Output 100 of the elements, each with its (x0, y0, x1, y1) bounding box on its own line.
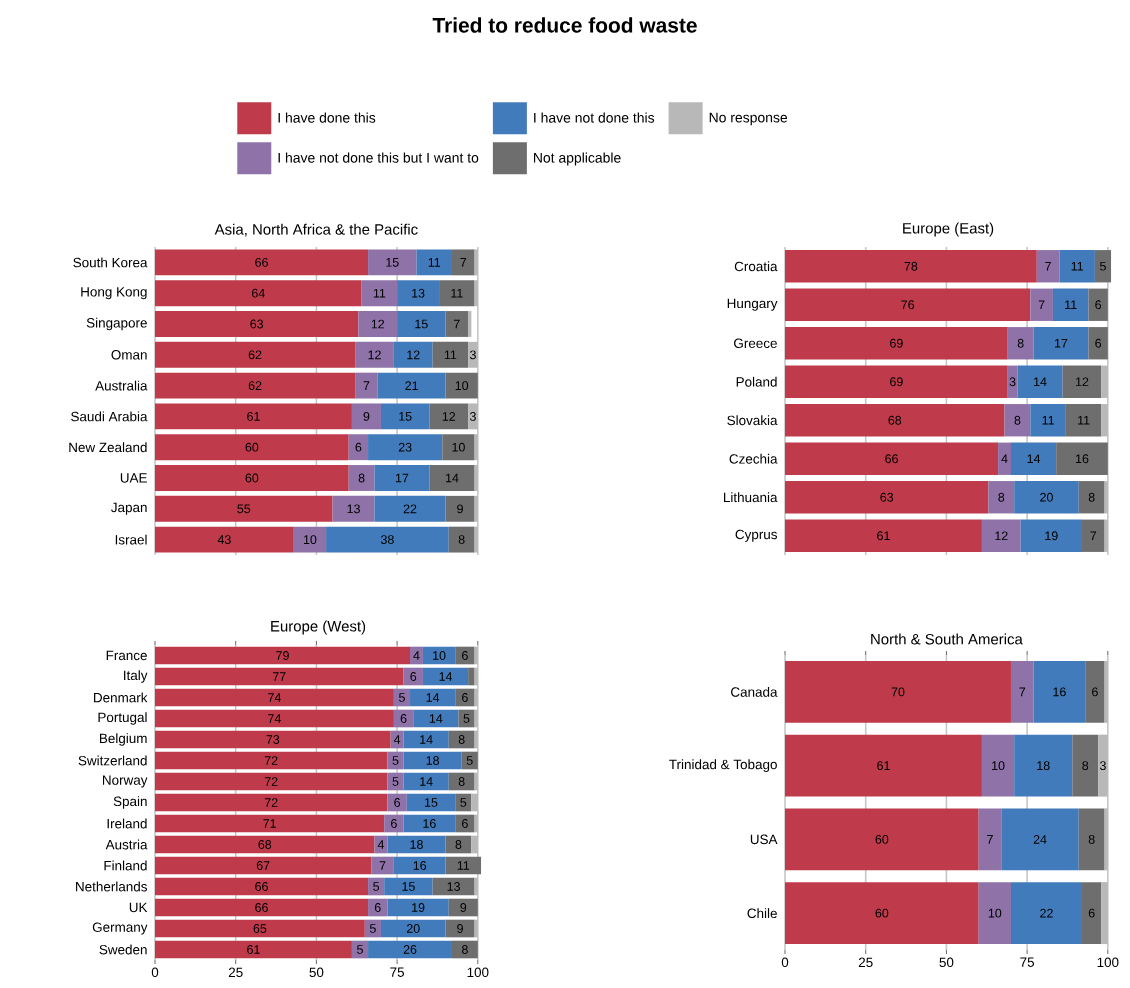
data-label: 12 (995, 531, 1008, 541)
bar (1088, 327, 1108, 360)
data-label: 72 (264, 756, 278, 765)
data-label: 6 (462, 651, 468, 660)
bar (1033, 660, 1086, 723)
bar (416, 249, 452, 276)
data-label: 14 (429, 714, 443, 723)
data-label: 11 (451, 288, 463, 298)
data-label: 6 (410, 672, 417, 681)
bar (474, 280, 478, 307)
bar (155, 919, 365, 938)
bar (155, 751, 388, 770)
bar (293, 526, 327, 553)
data-label: 7 (379, 861, 386, 870)
bar (355, 372, 378, 399)
y-tick-label: UAE (120, 473, 147, 483)
bar (1020, 519, 1082, 552)
data-label: 7 (1038, 300, 1045, 310)
y-tick-label: New Zealand (69, 442, 147, 453)
data-label: 17 (395, 473, 409, 483)
data-label: 24 (1033, 835, 1047, 844)
bar (785, 519, 982, 552)
data-label: 22 (1040, 908, 1053, 918)
data-label: 7 (363, 381, 370, 390)
bar (1001, 808, 1079, 871)
data-label: 78 (904, 261, 918, 271)
bar (326, 526, 449, 553)
data-label: 77 (273, 672, 286, 681)
bar (439, 280, 475, 307)
data-label: 26 (403, 945, 417, 954)
data-label: 60 (875, 834, 889, 844)
y-tick-label: Italy (124, 670, 148, 683)
data-label: 10 (988, 908, 1002, 918)
data-label: 14 (1027, 454, 1041, 464)
bar (998, 442, 1011, 475)
bar (387, 835, 446, 854)
bar (1030, 404, 1066, 437)
bar (785, 404, 1005, 437)
y-tick-label: Belgium (100, 733, 147, 746)
data-label: 8 (1088, 834, 1095, 844)
data-label: 14 (420, 735, 433, 744)
data-label: 66 (255, 903, 268, 912)
x-tick-label: 25 (228, 967, 243, 978)
bar (1101, 882, 1108, 945)
data-label: 15 (415, 319, 428, 329)
data-label: 3 (469, 350, 476, 360)
bar (474, 249, 478, 276)
bar (1098, 734, 1108, 797)
legend-label: Not applicable (534, 152, 621, 166)
data-label: 5 (398, 693, 405, 702)
bar (1036, 250, 1060, 283)
data-label: 66 (255, 257, 268, 267)
bar (1014, 481, 1079, 514)
bar (1085, 660, 1105, 723)
bar (445, 856, 482, 875)
y-tick-label: Austria (105, 839, 148, 850)
bar (384, 877, 433, 896)
bar (448, 526, 475, 553)
bar (468, 403, 478, 430)
data-label: 23 (398, 442, 412, 452)
data-label: 9 (457, 924, 463, 933)
y-tick-label: Germany (92, 922, 148, 935)
x-tick-label: 0 (781, 957, 789, 968)
data-label: 12 (442, 412, 456, 421)
data-label: 62 (248, 350, 262, 360)
data-label: 18 (410, 840, 423, 849)
bar (474, 465, 478, 491)
bar (332, 495, 375, 522)
bar (348, 434, 369, 461)
bar (155, 898, 369, 917)
y-tick-label: Slovakia (727, 415, 778, 426)
bar (1014, 734, 1073, 797)
bar (1094, 250, 1112, 283)
bar (1081, 882, 1102, 945)
bar (155, 249, 369, 276)
bar (155, 835, 375, 854)
y-tick-label: Canada (731, 686, 778, 697)
bar (377, 372, 446, 399)
data-label: 12 (1076, 377, 1089, 387)
data-label: 6 (1092, 687, 1098, 697)
data-label: 4 (413, 651, 420, 660)
data-label: 10 (433, 651, 446, 660)
bar (1104, 519, 1108, 552)
data-label: 10 (303, 535, 317, 545)
data-label: 4 (393, 735, 401, 744)
bar (458, 709, 475, 728)
bar (1062, 365, 1102, 398)
bar (445, 372, 478, 399)
y-tick-label: Greece (734, 338, 777, 349)
bar (445, 311, 469, 337)
data-label: 15 (425, 798, 438, 807)
bar (380, 403, 430, 430)
x-tick-label: 50 (939, 957, 954, 968)
data-label: 9 (460, 903, 467, 912)
bar (361, 280, 398, 307)
bar (1078, 808, 1105, 871)
bar (1072, 734, 1099, 797)
bar (448, 898, 478, 917)
data-label: 10 (452, 442, 465, 452)
data-label: 61 (877, 531, 890, 541)
